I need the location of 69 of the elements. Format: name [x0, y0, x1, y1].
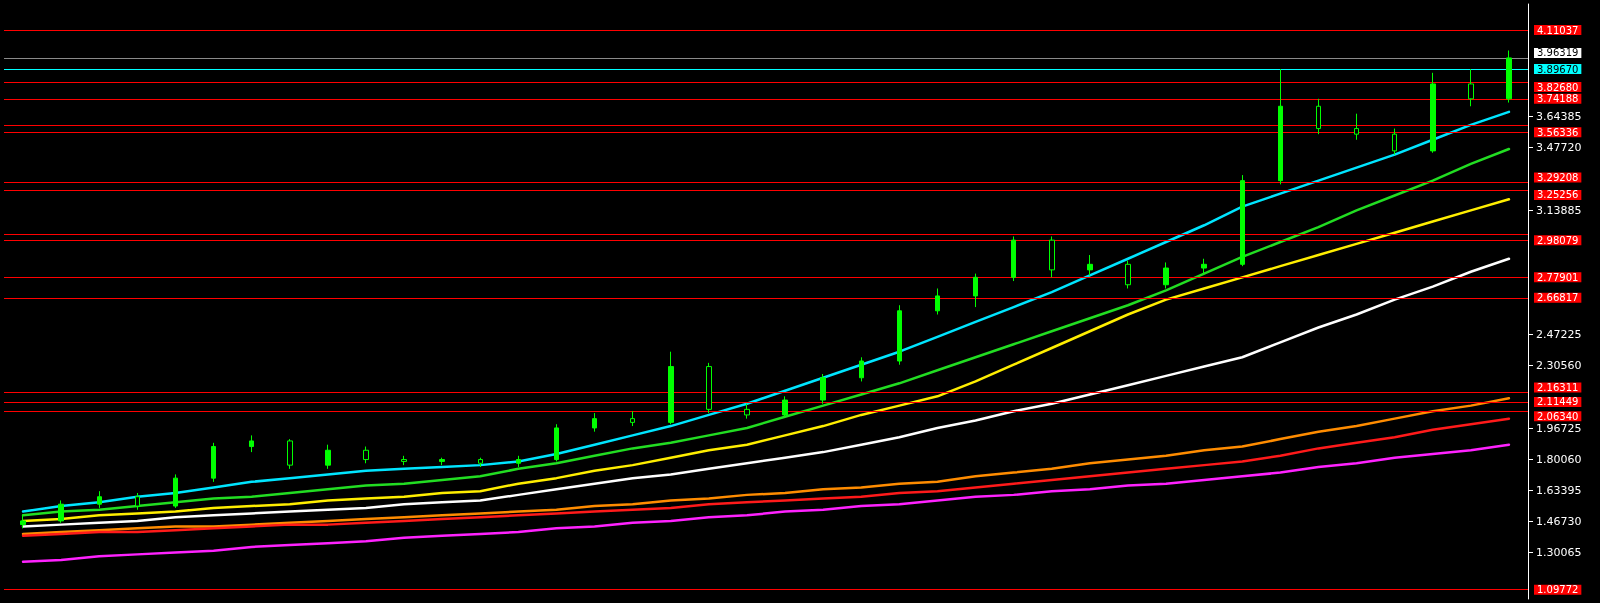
candlestick [58, 499, 64, 524]
candlestick [668, 351, 674, 425]
ref-line-label: 2.11449 [1537, 396, 1579, 408]
candlestick [744, 403, 750, 420]
candlestick [135, 492, 140, 511]
candlestick [1163, 261, 1169, 289]
candlestick [1240, 174, 1245, 267]
candlestick [706, 362, 712, 414]
candlestick [973, 273, 978, 308]
candlestick [554, 423, 559, 462]
ref-line-label: 2.66817 [1537, 292, 1579, 304]
candlestick [820, 373, 826, 405]
candlestick [1049, 235, 1055, 278]
candlestick [249, 434, 254, 453]
candlestick [325, 444, 331, 470]
candlestick [1430, 72, 1436, 154]
ref-line-label: 3.56336 [1537, 126, 1579, 138]
candlestick [363, 446, 369, 464]
candlestick [1392, 128, 1397, 156]
candlestick [1506, 49, 1512, 104]
y-tick-label: 1.30065 [1536, 545, 1582, 559]
candlestick [1087, 254, 1093, 276]
line-series [21, 257, 1511, 528]
candlestick [20, 514, 26, 529]
y-tick-label: 3.13885 [1536, 204, 1582, 218]
ref-line-label: 3.82680 [1537, 81, 1579, 93]
ref-line-label: 3.96319 [1537, 47, 1579, 59]
candlestick [1468, 68, 1474, 107]
candlestick [1201, 258, 1207, 275]
candlestick [1316, 98, 1321, 135]
ref-line-label: 2.16311 [1537, 382, 1579, 394]
y-tick-label: 3.64385 [1536, 110, 1582, 124]
ref-line-label: 3.89670 [1537, 63, 1579, 75]
candlestick [1125, 260, 1131, 289]
candlestick [1011, 235, 1016, 282]
y-tick-label: 3.47720 [1536, 141, 1582, 155]
candlestick [592, 412, 597, 433]
y-tick-label: 2.47225 [1536, 328, 1582, 342]
candlestick [516, 455, 521, 468]
ref-line-label: 3.25256 [1537, 189, 1579, 201]
y-tick-label: 1.80060 [1536, 452, 1582, 466]
candlestick [935, 287, 940, 316]
candlestick [478, 457, 483, 468]
ref-line-label: 4.11037 [1537, 24, 1579, 36]
candlestick [630, 410, 635, 427]
candlestick [859, 356, 864, 382]
candlestick [1354, 113, 1359, 141]
ref-line-label: 2.77901 [1537, 271, 1579, 283]
candlestick [97, 490, 102, 509]
y-tick-label: 2.30560 [1536, 359, 1582, 373]
candlestick [401, 455, 407, 466]
candlestick [287, 438, 293, 470]
y-tick-label: 1.63395 [1536, 483, 1582, 497]
line-series [21, 417, 1511, 538]
ref-line-label: 3.29208 [1537, 172, 1579, 183]
candlestick [439, 457, 445, 466]
y-tick-label: 1.96725 [1536, 421, 1582, 435]
ref-line-label: 3.74188 [1537, 93, 1579, 105]
line-series [21, 396, 1511, 536]
y-tick-label: 1.46730 [1536, 514, 1582, 528]
candlestick [1278, 68, 1283, 185]
line-series [21, 443, 1511, 564]
candlestick [173, 473, 178, 509]
candlestick [897, 304, 902, 366]
candlestick [211, 442, 216, 483]
candlestick [782, 395, 788, 418]
ref-line-label: 2.06340 [1537, 410, 1579, 422]
ref-line-label: 1.09772 [1537, 584, 1579, 596]
ref-line-label: 2.98079 [1537, 234, 1579, 246]
